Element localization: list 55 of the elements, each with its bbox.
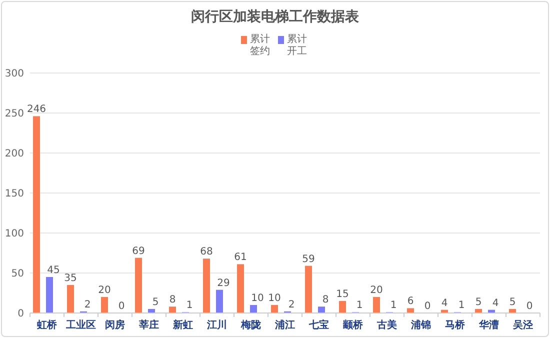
data-label: 1 — [458, 300, 465, 312]
data-label: 0 — [118, 301, 125, 312]
y-tick-label: 250 — [4, 108, 24, 120]
data-label: 59 — [302, 254, 315, 265]
x-tick-label: 梅陇 — [240, 319, 261, 331]
data-label: 2 — [84, 299, 91, 310]
x-tick-label: 工业区 — [65, 319, 96, 331]
legend-label: 累计开工 — [287, 34, 308, 58]
x-tick-label: 吴泾 — [512, 319, 533, 331]
data-label: 4 — [441, 298, 448, 309]
y-tick-label: 50 — [11, 268, 24, 280]
x-tick-label: 古美 — [376, 319, 397, 331]
data-label: 61 — [234, 252, 247, 264]
data-label: 20 — [98, 285, 111, 296]
data-label: 15 — [336, 289, 349, 300]
x-tick-label: 闵房 — [105, 319, 125, 331]
data-label: 45 — [47, 265, 60, 276]
x-tick-label: 虹桥 — [36, 319, 58, 331]
data-label: 4 — [492, 298, 499, 309]
y-tick-label: 200 — [4, 148, 24, 160]
x-tick-label: 颛桥 — [342, 319, 364, 331]
legend-label: 累计签约 — [250, 34, 271, 58]
data-label: 2 — [288, 299, 295, 310]
data-label: 246 — [26, 104, 46, 116]
x-tick-label: 浦锦 — [410, 319, 431, 331]
data-label: 69 — [132, 246, 145, 257]
data-label: 5 — [509, 297, 516, 308]
data-label: 29 — [217, 278, 230, 289]
data-label: 0 — [526, 301, 533, 312]
data-label: 0 — [424, 301, 431, 312]
x-tick-label: 七宝 — [308, 319, 329, 331]
x-tick-label: 江川 — [206, 319, 227, 331]
data-label: 68 — [200, 246, 213, 258]
data-label: 1 — [390, 300, 397, 312]
data-label: 5 — [475, 297, 482, 308]
data-label: 35 — [64, 273, 77, 284]
data-label: 10 — [251, 293, 264, 304]
x-tick-label: 华漕 — [478, 319, 499, 331]
data-label: 20 — [370, 285, 383, 296]
data-label: 6 — [407, 296, 414, 308]
data-label: 8 — [169, 294, 176, 306]
data-label: 1 — [356, 300, 363, 312]
chart-title: 闵行区加装电梯工作数据表 — [191, 9, 360, 25]
data-label: 10 — [268, 293, 281, 304]
y-tick-label: 100 — [4, 228, 24, 240]
data-label: 5 — [152, 297, 159, 308]
x-tick-label: 莘庄 — [138, 319, 159, 331]
x-tick-label: 马桥 — [445, 319, 466, 331]
x-tick-label: 浦江 — [274, 319, 295, 331]
data-label: 8 — [322, 294, 329, 306]
y-tick-label: 300 — [4, 68, 24, 80]
x-tick-label: 新虹 — [172, 319, 193, 331]
y-tick-label: 150 — [4, 188, 24, 200]
y-tick-label: 0 — [18, 308, 24, 320]
data-label: 1 — [186, 300, 193, 312]
